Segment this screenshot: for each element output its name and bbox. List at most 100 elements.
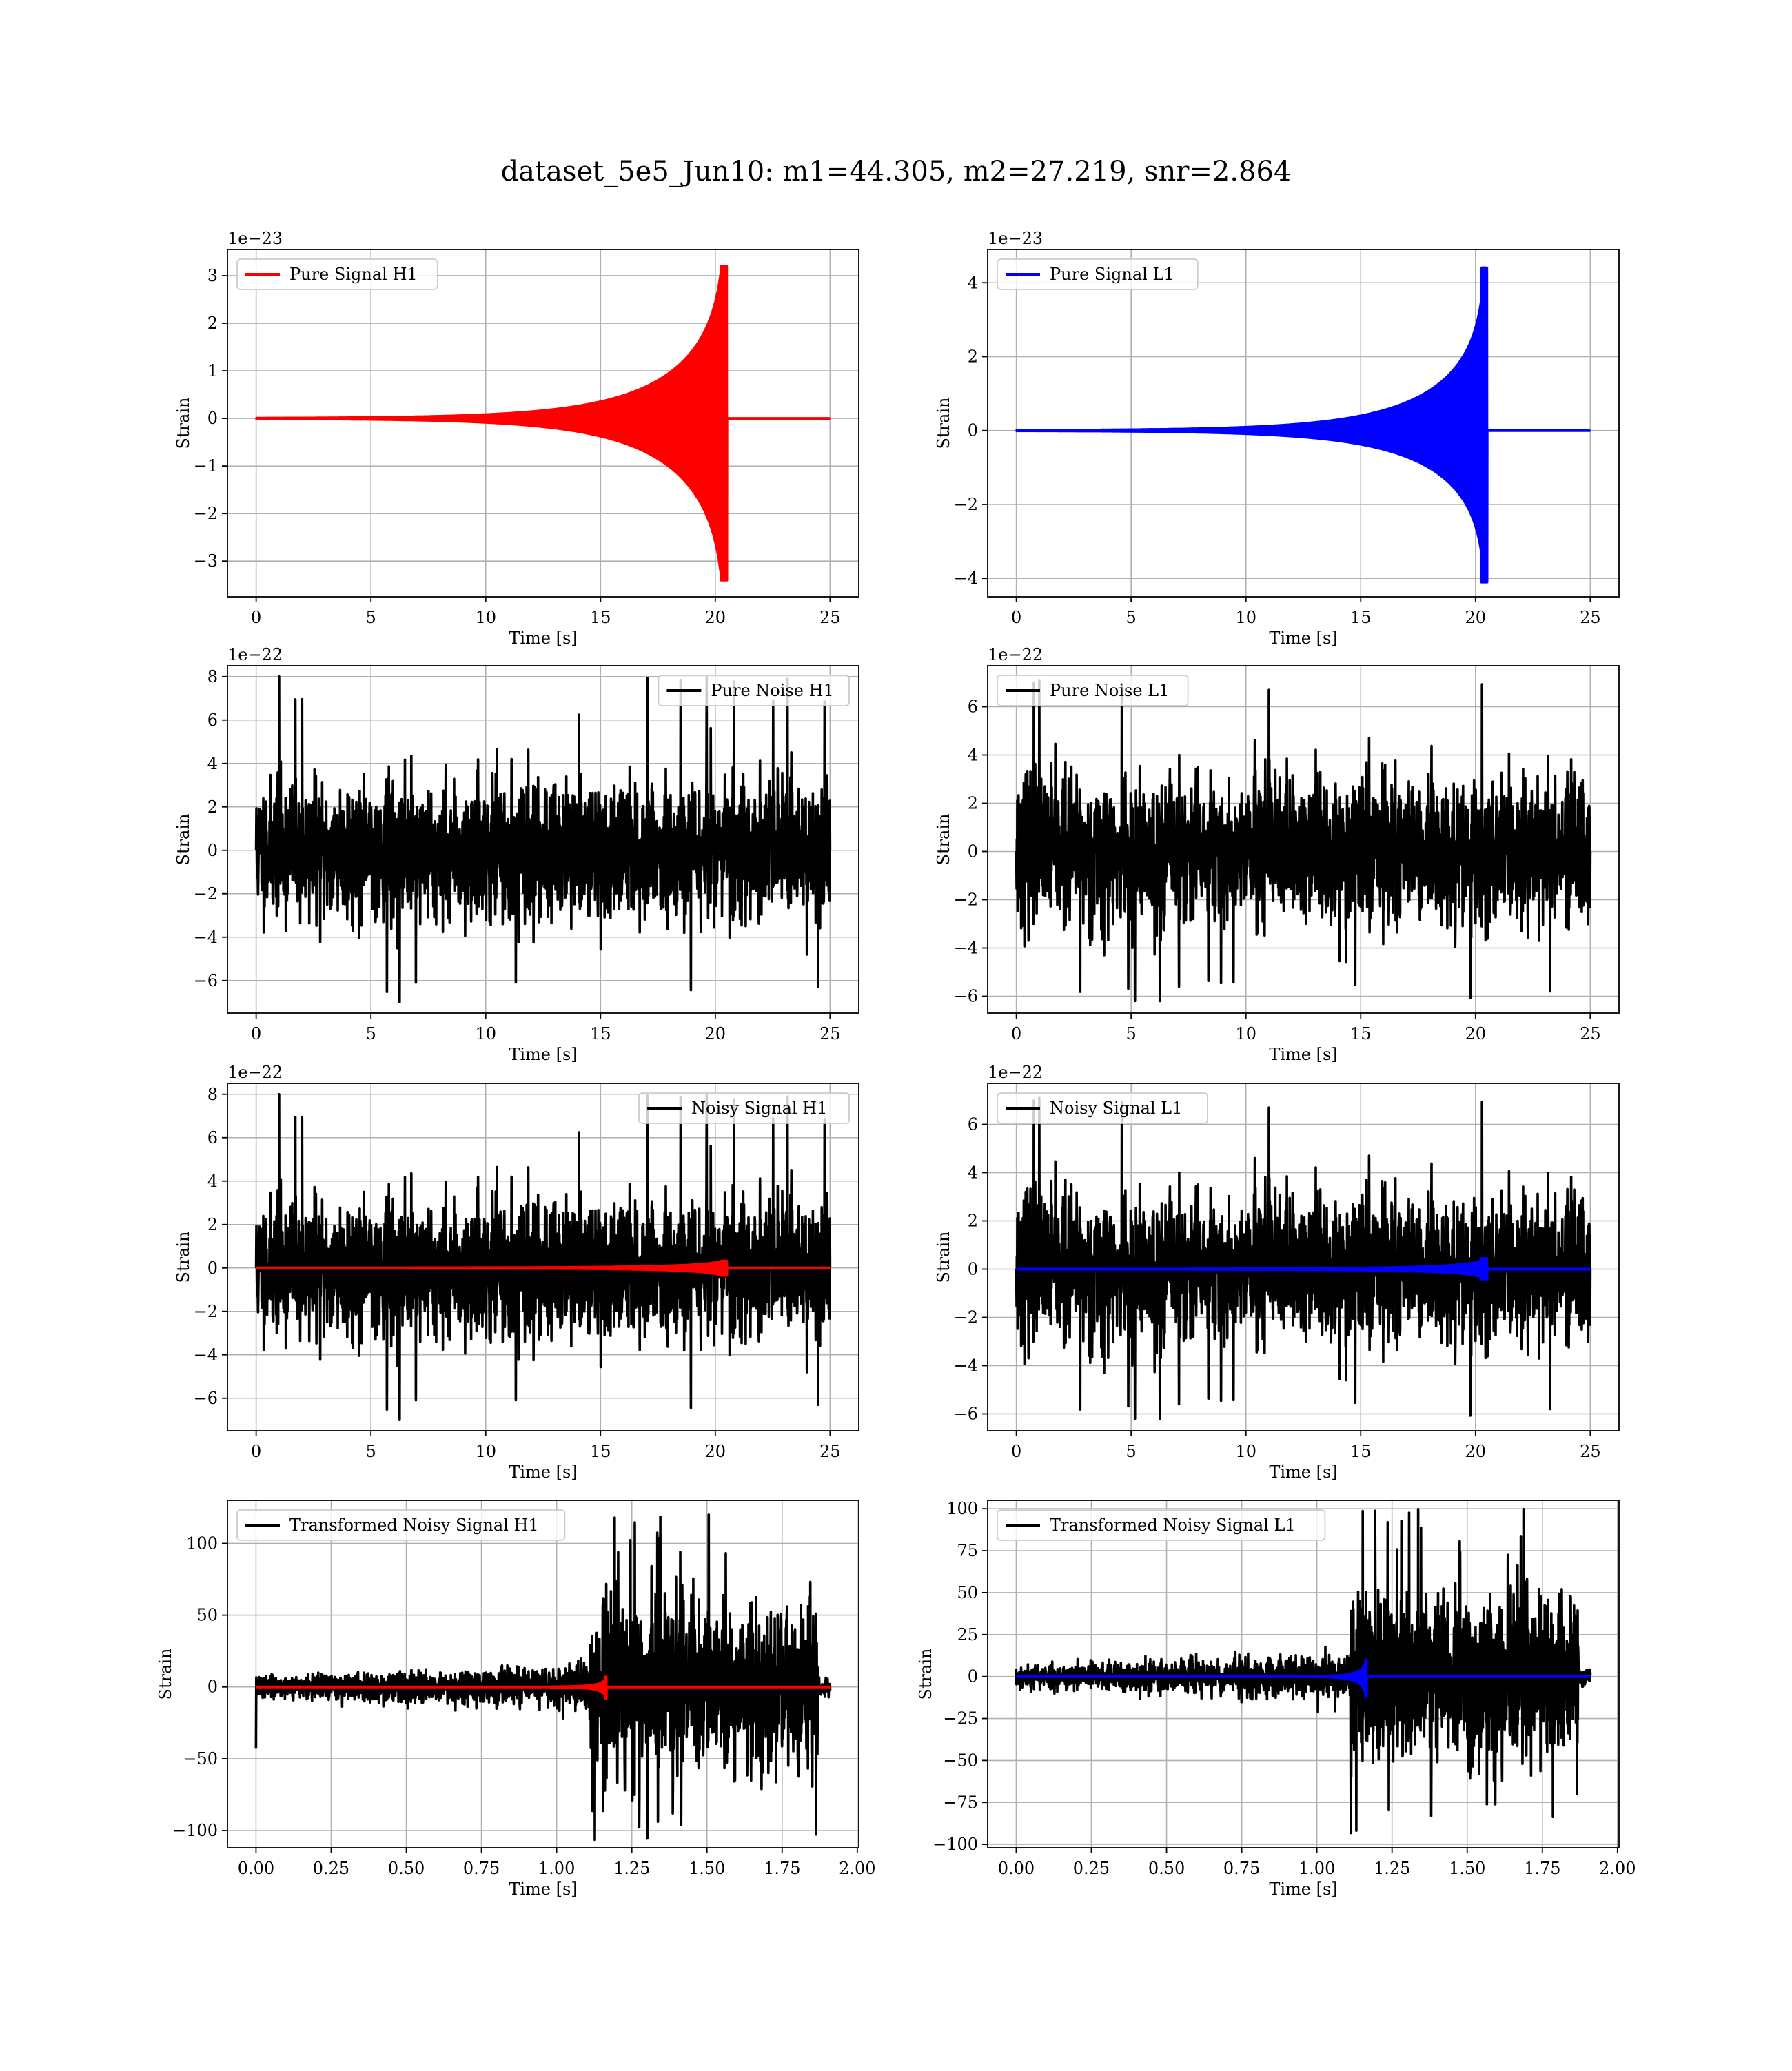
y-tick-label: −6	[194, 1389, 218, 1408]
y-tick-label: −4	[954, 569, 978, 588]
panel-transformed-noisy-signal-l1: 0.00 0.25 0.50 0.75 1.00 1.25 1.50 1.75 2.00 −100…	[916, 1499, 1636, 1899]
y-axis-label: Strain	[934, 398, 953, 449]
y-tick-label: 4	[968, 273, 978, 292]
panel-noisy-signal-l1: 0 5 10 15 20 25 −6 −4 −2 0 2 4 6 Time [s] Strain 1e−22 N…	[934, 1063, 1620, 1482]
y-tick-label: −2	[954, 890, 978, 910]
y-tick-label: −2	[194, 504, 218, 523]
y-tick-label: 2	[207, 797, 218, 817]
x-axis-label: Time [s]	[509, 1045, 577, 1064]
y-tick-label: 8	[207, 667, 218, 686]
x-tick-label: 0	[1011, 608, 1021, 627]
x-tick-label: 0.50	[1148, 1859, 1185, 1878]
panel-transformed-noisy-signal-h1: 0.00 0.25 0.50 0.75 1.00 1.25 1.50 1.75 2.00 −100…	[156, 1500, 876, 1899]
series-line-0	[254, 1093, 832, 1422]
x-tick-label: 5	[1126, 1024, 1137, 1043]
axis-offset-text: 1e−23	[988, 229, 1043, 248]
y-tick-label: 2	[968, 794, 978, 813]
x-tick-label: 0.25	[1073, 1859, 1110, 1878]
panel-pure-signal-l1: 0 5 10 15 20 25 −4 −2 0 2 4 Time [s] Strain 1e−23 Pure…	[934, 229, 1620, 648]
legend: Pure Signal H1	[236, 258, 438, 290]
x-tick-label: 1.00	[538, 1859, 575, 1878]
y-tick-label: 50	[957, 1583, 978, 1602]
x-tick-label: 0	[251, 608, 261, 627]
x-axis-label: Time [s]	[509, 1879, 577, 1899]
x-tick-label: 15	[590, 1024, 611, 1043]
y-tick-label: −6	[954, 987, 978, 1006]
panel-pure-noise-l1: 0 5 10 15 20 25 −6 −4 −2 0 2 4 6 Time [s] Strain 1e−22 P…	[934, 645, 1620, 1064]
y-tick-label: −6	[954, 1405, 978, 1424]
y-axis-label: Strain	[934, 1232, 953, 1283]
legend: Pure Noise L1	[997, 675, 1189, 706]
x-tick-label: 10	[1235, 1442, 1256, 1461]
x-tick-label: 1.75	[1524, 1859, 1560, 1878]
y-tick-label: −4	[954, 939, 978, 958]
panel-pure-signal-h1: 0 5 10 15 20 25 −3 −2 −1 0 1 2 3 Time [s] Strain 1e−23 P…	[174, 229, 859, 648]
y-axis-label: Strain	[916, 1649, 935, 1700]
x-tick-label: 10	[475, 1024, 496, 1043]
x-tick-label: 0	[1011, 1024, 1021, 1043]
axes-frame	[227, 249, 859, 598]
y-axis-label: Strain	[174, 398, 193, 449]
x-axis-label: Time [s]	[1269, 1879, 1337, 1899]
y-tick-label: 6	[968, 697, 978, 717]
legend-label: Pure Noise L1	[1050, 681, 1169, 700]
x-tick-label: 15	[1350, 1442, 1372, 1461]
axes-frame	[987, 1500, 1620, 1848]
x-tick-label: 5	[366, 1442, 376, 1461]
series-line-0	[254, 265, 832, 582]
x-tick-label: 25	[819, 608, 841, 627]
series-line-0	[1015, 1508, 1592, 1835]
y-tick-label: 2	[968, 347, 978, 366]
legend: Pure Noise H1	[658, 675, 850, 706]
series-line-1	[1015, 1658, 1592, 1698]
x-tick-label: 15	[590, 1442, 611, 1461]
axes-frame	[987, 1083, 1620, 1431]
y-tick-label: −75	[943, 1793, 978, 1812]
x-axis-label: Time [s]	[1269, 1045, 1337, 1064]
x-tick-label: 20	[1465, 608, 1487, 627]
x-tick-label: 0.75	[1223, 1859, 1260, 1878]
x-tick-label: 25	[1580, 1024, 1601, 1043]
x-tick-label: 10	[475, 608, 496, 627]
axis-offset-text: 1e−23	[227, 229, 283, 248]
y-tick-label: −100	[933, 1835, 978, 1854]
x-tick-label: 2.00	[1599, 1859, 1636, 1878]
axis-offset-text: 1e−22	[988, 1063, 1043, 1082]
y-tick-label: 0	[207, 409, 218, 428]
series-line-0	[1015, 1096, 1592, 1420]
x-tick-label: 1.25	[1374, 1859, 1410, 1878]
x-tick-label: 0.25	[313, 1859, 349, 1878]
legend: Noisy Signal H1	[638, 1092, 850, 1124]
y-tick-label: 50	[196, 1606, 218, 1625]
x-tick-label: 5	[1126, 608, 1137, 627]
series-line-1	[254, 1675, 832, 1700]
legend-label: Pure Signal H1	[289, 265, 418, 284]
x-tick-label: 0.50	[388, 1859, 425, 1878]
x-tick-label: 15	[1350, 1024, 1372, 1043]
y-axis-label: Strain	[174, 814, 193, 866]
y-tick-label: 4	[968, 746, 978, 765]
y-tick-label: 2	[207, 1215, 218, 1234]
x-axis-label: Time [s]	[1269, 1462, 1337, 1482]
x-tick-label: 15	[590, 608, 611, 627]
x-axis-label: Time [s]	[509, 1462, 577, 1482]
y-tick-label: −6	[194, 971, 218, 990]
legend: Pure Signal L1	[997, 258, 1199, 290]
y-tick-label: 0	[968, 842, 978, 861]
y-tick-label: −2	[194, 1302, 218, 1321]
x-tick-label: 20	[705, 608, 726, 627]
y-tick-label: 75	[957, 1541, 978, 1560]
axis-offset-text: 1e−22	[227, 645, 283, 664]
x-tick-label: 2.00	[839, 1859, 875, 1878]
y-tick-label: −2	[954, 495, 978, 514]
y-tick-label: 2	[207, 314, 218, 333]
y-tick-label: 100	[186, 1533, 218, 1553]
x-tick-label: 1.50	[689, 1859, 725, 1878]
y-tick-label: 0	[968, 421, 978, 440]
axes-frame	[227, 665, 859, 1014]
y-tick-label: 4	[968, 1163, 978, 1183]
y-tick-label: −2	[194, 884, 218, 904]
x-tick-label: 10	[1235, 608, 1256, 627]
legend-label: Noisy Signal H1	[691, 1099, 827, 1118]
x-tick-label: 20	[705, 1442, 726, 1461]
